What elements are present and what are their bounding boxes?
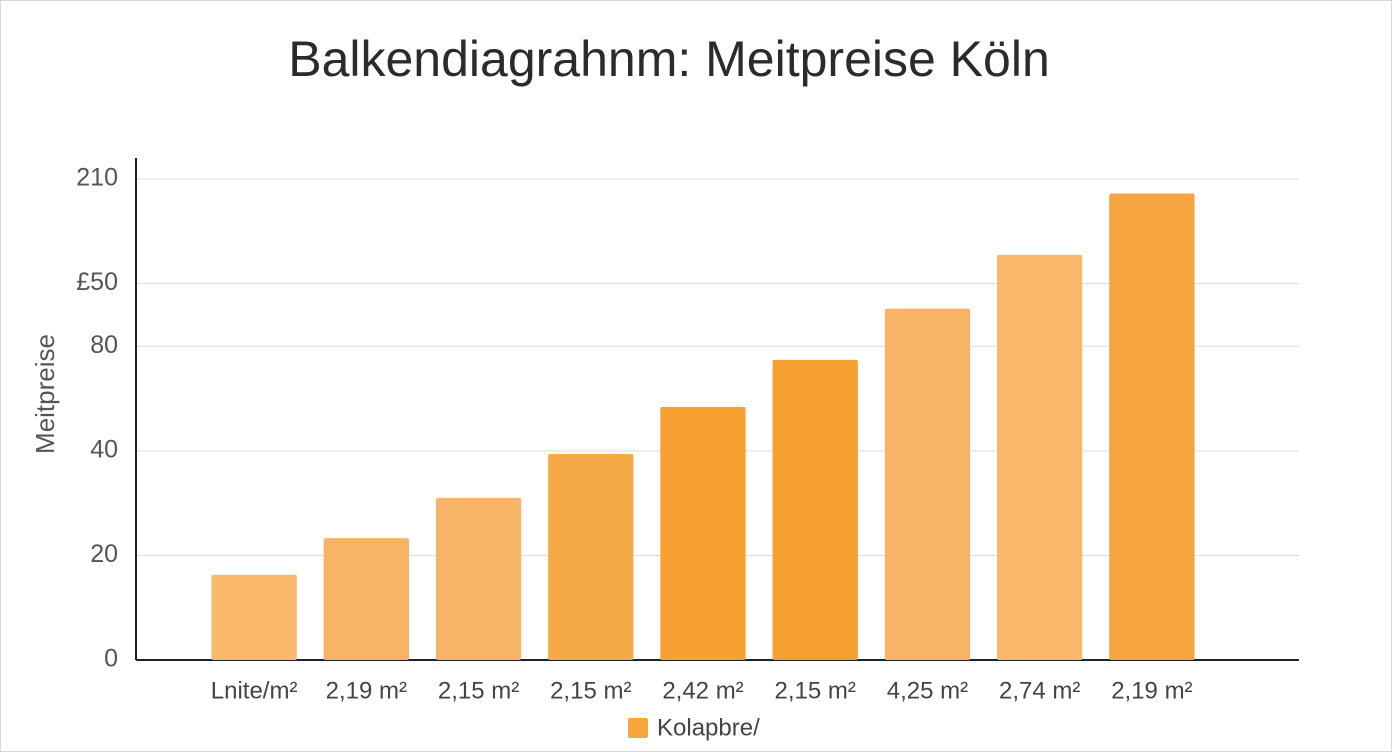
chart-title: Balkendiagrahnm: Meitpreise Köln — [288, 31, 1050, 87]
x-tick-label: 4,25 m² — [887, 677, 968, 704]
x-tick-label: 2,15 m² — [775, 677, 856, 704]
bar — [323, 538, 409, 660]
y-tick-label: 20 — [90, 540, 118, 568]
legend-swatch — [628, 718, 648, 738]
y-tick-label: 0 — [104, 645, 118, 673]
bar — [660, 406, 746, 660]
x-tick-label: 2,15 m² — [438, 677, 519, 704]
x-tick-label: 2,74 m² — [999, 677, 1080, 704]
x-tick-label: Lnite/m² — [211, 677, 298, 704]
x-tick-label: 2,19 m² — [326, 677, 407, 704]
bar — [548, 453, 634, 660]
x-tick-label: 2,42 m² — [662, 677, 743, 704]
y-tick-label: £50 — [76, 268, 118, 296]
y-axis-label: Meitpreise — [30, 334, 60, 454]
y-tick-label: 80 — [90, 331, 118, 359]
bar — [211, 574, 297, 660]
x-tick-label: 2,19 m² — [1111, 677, 1192, 704]
bar — [884, 308, 971, 660]
y-tick-label: 210 — [76, 164, 118, 192]
bar — [997, 254, 1083, 661]
x-tick-label: 2,15 m² — [550, 677, 631, 704]
y-tick-label: 40 — [90, 435, 118, 463]
bar — [1109, 193, 1195, 660]
bar — [435, 497, 522, 660]
bar — [772, 359, 858, 660]
legend-label: Kolapbre/ — [657, 714, 760, 741]
